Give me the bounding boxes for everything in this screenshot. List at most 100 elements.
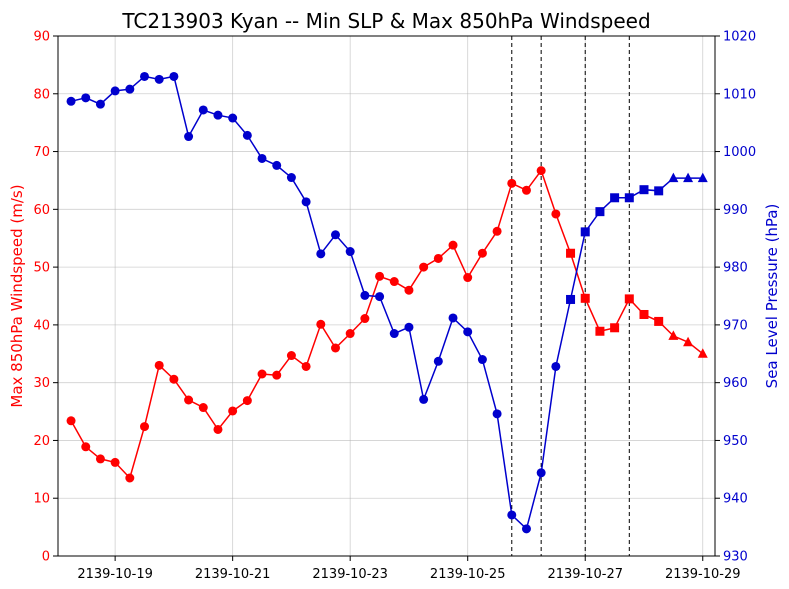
data-point <box>610 193 620 203</box>
y-axis-left-label: Max 850hPa Windspeed (m/s) <box>8 184 26 407</box>
data-point <box>242 396 252 406</box>
data-point <box>375 271 385 281</box>
y-right-tick-label: 1010 <box>723 87 756 102</box>
data-point <box>536 166 546 176</box>
x-tick-label: 2139-10-27 <box>547 567 623 582</box>
data-point <box>125 84 135 94</box>
data-point <box>551 209 561 219</box>
data-point <box>492 226 502 236</box>
data-point <box>477 248 487 258</box>
y-right-tick-label: 940 <box>723 492 748 507</box>
data-point <box>169 374 179 384</box>
y-right-tick-label: 950 <box>723 434 748 449</box>
y-left-tick-label: 60 <box>33 203 50 218</box>
data-point <box>257 369 267 379</box>
data-point <box>140 71 150 81</box>
y-left-tick-label: 0 <box>42 550 50 565</box>
data-point <box>404 285 414 295</box>
y-left-tick-label: 90 <box>33 30 50 45</box>
y-left-tick-label: 70 <box>33 145 50 160</box>
data-point <box>228 113 238 123</box>
data-point <box>521 524 531 534</box>
data-point <box>654 186 664 196</box>
y-left-tick-label: 10 <box>33 492 50 507</box>
data-point <box>81 442 91 452</box>
y-left-tick-label: 80 <box>33 87 50 102</box>
pressure-series <box>66 71 708 534</box>
data-point <box>448 313 458 323</box>
data-point <box>595 207 605 217</box>
data-point <box>639 309 649 319</box>
data-point <box>330 343 340 353</box>
data-point <box>566 248 576 258</box>
y-left-tick-label: 30 <box>33 376 50 391</box>
data-point <box>419 394 429 404</box>
y-left-tick-label: 40 <box>33 318 50 333</box>
series <box>66 71 708 534</box>
data-point <box>433 253 443 263</box>
data-point <box>566 294 576 304</box>
data-point <box>95 454 105 464</box>
data-point <box>477 355 487 365</box>
data-point <box>286 173 296 183</box>
data-point <box>697 348 708 358</box>
grid <box>58 35 715 557</box>
data-point <box>448 240 458 250</box>
data-point <box>697 172 708 183</box>
y-right-tick-label: 990 <box>723 203 748 218</box>
data-point <box>360 290 370 300</box>
data-point <box>654 316 664 326</box>
x-tick-label: 2139-10-19 <box>77 567 153 582</box>
x-tick-label: 2139-10-21 <box>195 567 271 582</box>
data-point <box>257 153 267 163</box>
y-right-tick-label: 1020 <box>723 30 756 45</box>
data-point <box>345 329 355 339</box>
data-point <box>110 457 120 467</box>
y-right-tick-label: 930 <box>723 550 748 565</box>
data-point <box>316 319 326 329</box>
data-point <box>419 262 429 272</box>
data-point <box>507 178 517 188</box>
y-right-tick-label: 960 <box>723 376 748 391</box>
data-point <box>404 322 414 332</box>
data-point <box>81 93 91 103</box>
data-point <box>610 323 620 333</box>
x-tick-label: 2139-10-23 <box>312 567 388 582</box>
data-point <box>242 130 252 140</box>
data-point <box>683 172 694 183</box>
data-point <box>301 197 311 207</box>
data-point <box>375 292 385 302</box>
axes: 2139-10-19 2139-10-21 2139-10-23 2139-10-25… <box>33 30 756 583</box>
data-point <box>213 110 223 120</box>
data-point <box>389 329 399 339</box>
data-point <box>624 294 634 304</box>
data-point <box>301 361 311 371</box>
data-point <box>551 361 561 371</box>
data-point <box>66 416 76 426</box>
windspeed-series <box>66 166 708 483</box>
y-right-tick-label: 1000 <box>723 145 756 160</box>
data-point <box>668 172 679 183</box>
y-right-tick-label: 970 <box>723 318 748 333</box>
x-tick-label: 2139-10-25 <box>430 567 506 582</box>
data-point <box>184 132 194 142</box>
data-point <box>463 273 473 283</box>
data-point <box>507 510 517 520</box>
y-right-tick-label: 980 <box>723 261 748 276</box>
x-tick-label: 2139-10-29 <box>665 567 741 582</box>
data-point <box>272 160 282 170</box>
data-point <box>433 356 443 366</box>
data-point <box>639 185 649 195</box>
data-point <box>272 370 282 380</box>
data-point <box>316 249 326 259</box>
y-left-tick-label: 50 <box>33 261 50 276</box>
data-point <box>580 227 590 237</box>
data-point <box>95 99 105 109</box>
y-axis-right-label: Sea Level Pressure (hPa) <box>763 204 781 389</box>
data-point <box>683 336 694 347</box>
data-point <box>330 230 340 240</box>
y-left-tick-label: 20 <box>33 434 50 449</box>
data-point <box>536 468 546 478</box>
data-point <box>198 105 208 115</box>
